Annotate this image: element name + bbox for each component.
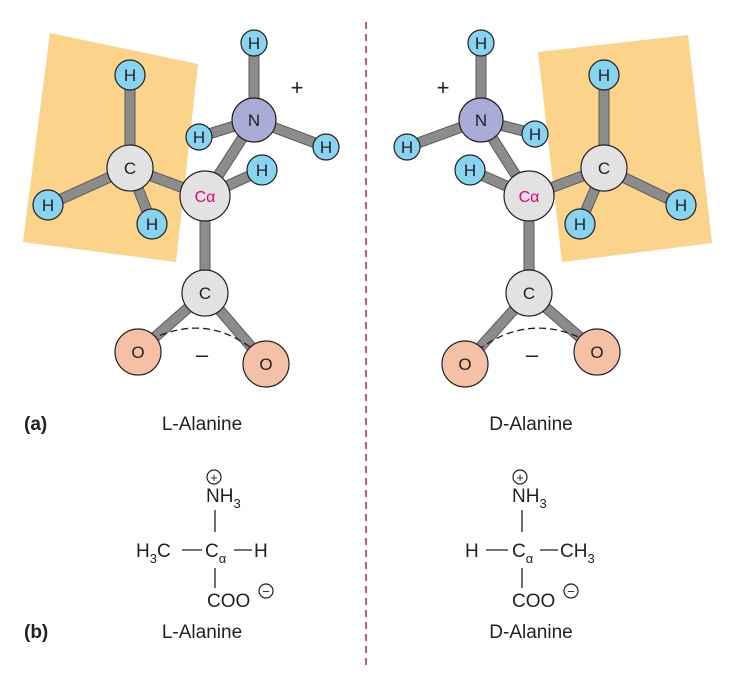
d-plus-charge: + [437, 75, 450, 100]
l-atom-c-alpha: Cα [179, 170, 231, 222]
d-atom-h-bottom-methyl: H [564, 208, 596, 240]
l-atom-h-bottom-methyl: H [136, 208, 168, 240]
l-coo-group: COO [207, 591, 250, 612]
d-minus-charge: – [526, 342, 539, 367]
svg-text:−: − [567, 584, 575, 599]
svg-text:O: O [458, 355, 471, 374]
l-plus-circle-icon: + [206, 469, 222, 485]
d-atom-h-left-amino: H [393, 133, 421, 161]
d-atom-h-alpha: H [454, 154, 486, 186]
svg-text:C: C [199, 284, 211, 303]
svg-text:C: C [124, 159, 136, 178]
svg-text:H: H [320, 138, 332, 157]
d-atom-h-right-methyl: H [665, 189, 697, 221]
svg-text:H: H [675, 196, 687, 215]
l-atom-h-top-amino: H [240, 29, 268, 57]
d-atom-c-alpha: Cα [503, 170, 555, 222]
svg-text:H: H [598, 66, 610, 85]
d-alanine-model: H H H N H H C H H Cα C O O + – [393, 29, 712, 388]
svg-text:H: H [256, 161, 268, 180]
svg-text:H: H [124, 66, 136, 85]
svg-text:Cα: Cα [195, 189, 216, 206]
d-atom-h-right-amino: H [521, 120, 549, 148]
d-atom-o-left: O [441, 340, 489, 388]
svg-text:+: + [210, 470, 218, 485]
l-h3c-group: H3C [136, 541, 171, 566]
l-ca-center: Cα [205, 541, 227, 566]
caption-d-alanine-b: D-Alanine [489, 622, 572, 643]
d-atom-c-methyl: C [580, 144, 628, 192]
l-plus-charge: + [291, 75, 304, 100]
l-minus-charge: – [196, 342, 209, 367]
l-atom-n: N [231, 97, 277, 143]
svg-text:O: O [590, 343, 603, 362]
d-nh3-group: NH3 [512, 486, 547, 511]
l-carboxylate-resonance [149, 327, 255, 351]
l-atom-h-top-methyl: H [114, 59, 146, 91]
d-atom-h-top-amino: H [467, 29, 495, 57]
d-atom-n: N [458, 97, 504, 143]
d-atom-h-top-methyl: H [588, 59, 620, 91]
svg-text:N: N [475, 111, 487, 130]
svg-text:H: H [401, 138, 413, 157]
l-atom-h-left-methyl: H [32, 189, 64, 221]
panel-label-a: (a) [24, 414, 47, 435]
l-atom-c-methyl: C [106, 144, 154, 192]
l-minus-circle-icon: − [258, 583, 274, 599]
methyl-highlight-box [538, 35, 712, 262]
l-atom-h-left-amino: H [185, 123, 213, 151]
svg-text:H: H [248, 34, 260, 53]
caption-l-alanine-b: L-Alanine [162, 622, 242, 643]
l-alanine-model: H H C H H H N H H Cα C O O + – [23, 29, 340, 388]
svg-text:C: C [523, 284, 535, 303]
l-atom-h-right-amino: H [312, 133, 340, 161]
d-ch3-group: CH3 [560, 541, 595, 566]
caption-d-alanine-a: D-Alanine [489, 414, 572, 435]
d-atom-c-carboxyl: C [505, 269, 553, 317]
svg-text:H: H [146, 215, 158, 234]
svg-text:O: O [131, 343, 144, 362]
d-minus-circle-icon: − [563, 583, 579, 599]
d-h-atom: H [465, 541, 479, 562]
methyl-highlight-box [23, 33, 198, 262]
d-ca-center: Cα [512, 541, 534, 566]
d-atom-o-right: O [573, 328, 621, 376]
l-alanine-formula: + NH3 H3C Cα H COO − [136, 469, 274, 612]
svg-text:H: H [464, 161, 476, 180]
svg-text:H: H [475, 34, 487, 53]
l-atom-o-left: O [114, 328, 162, 376]
l-atom-c-carboxyl: C [181, 269, 229, 317]
svg-text:H: H [42, 196, 54, 215]
svg-text:+: + [516, 470, 524, 485]
d-alanine-formula: + NH3 H Cα CH3 COO − [465, 469, 595, 612]
panel-label-b: (b) [24, 622, 48, 643]
svg-text:H: H [574, 215, 586, 234]
svg-text:C: C [598, 159, 610, 178]
l-atom-h-alpha: H [246, 154, 278, 186]
svg-text:H: H [193, 128, 205, 147]
l-nh3-group: NH3 [206, 486, 241, 511]
svg-text:N: N [248, 111, 260, 130]
caption-l-alanine-a: L-Alanine [162, 414, 242, 435]
l-atom-o-right: O [242, 340, 290, 388]
svg-text:H: H [529, 125, 541, 144]
svg-text:O: O [259, 355, 272, 374]
d-carboxylate-resonance [477, 327, 586, 351]
l-h-atom: H [254, 541, 268, 562]
d-plus-circle-icon: + [512, 469, 528, 485]
svg-text:Cα: Cα [519, 189, 540, 206]
svg-text:−: − [262, 584, 270, 599]
d-coo-group: COO [512, 591, 555, 612]
